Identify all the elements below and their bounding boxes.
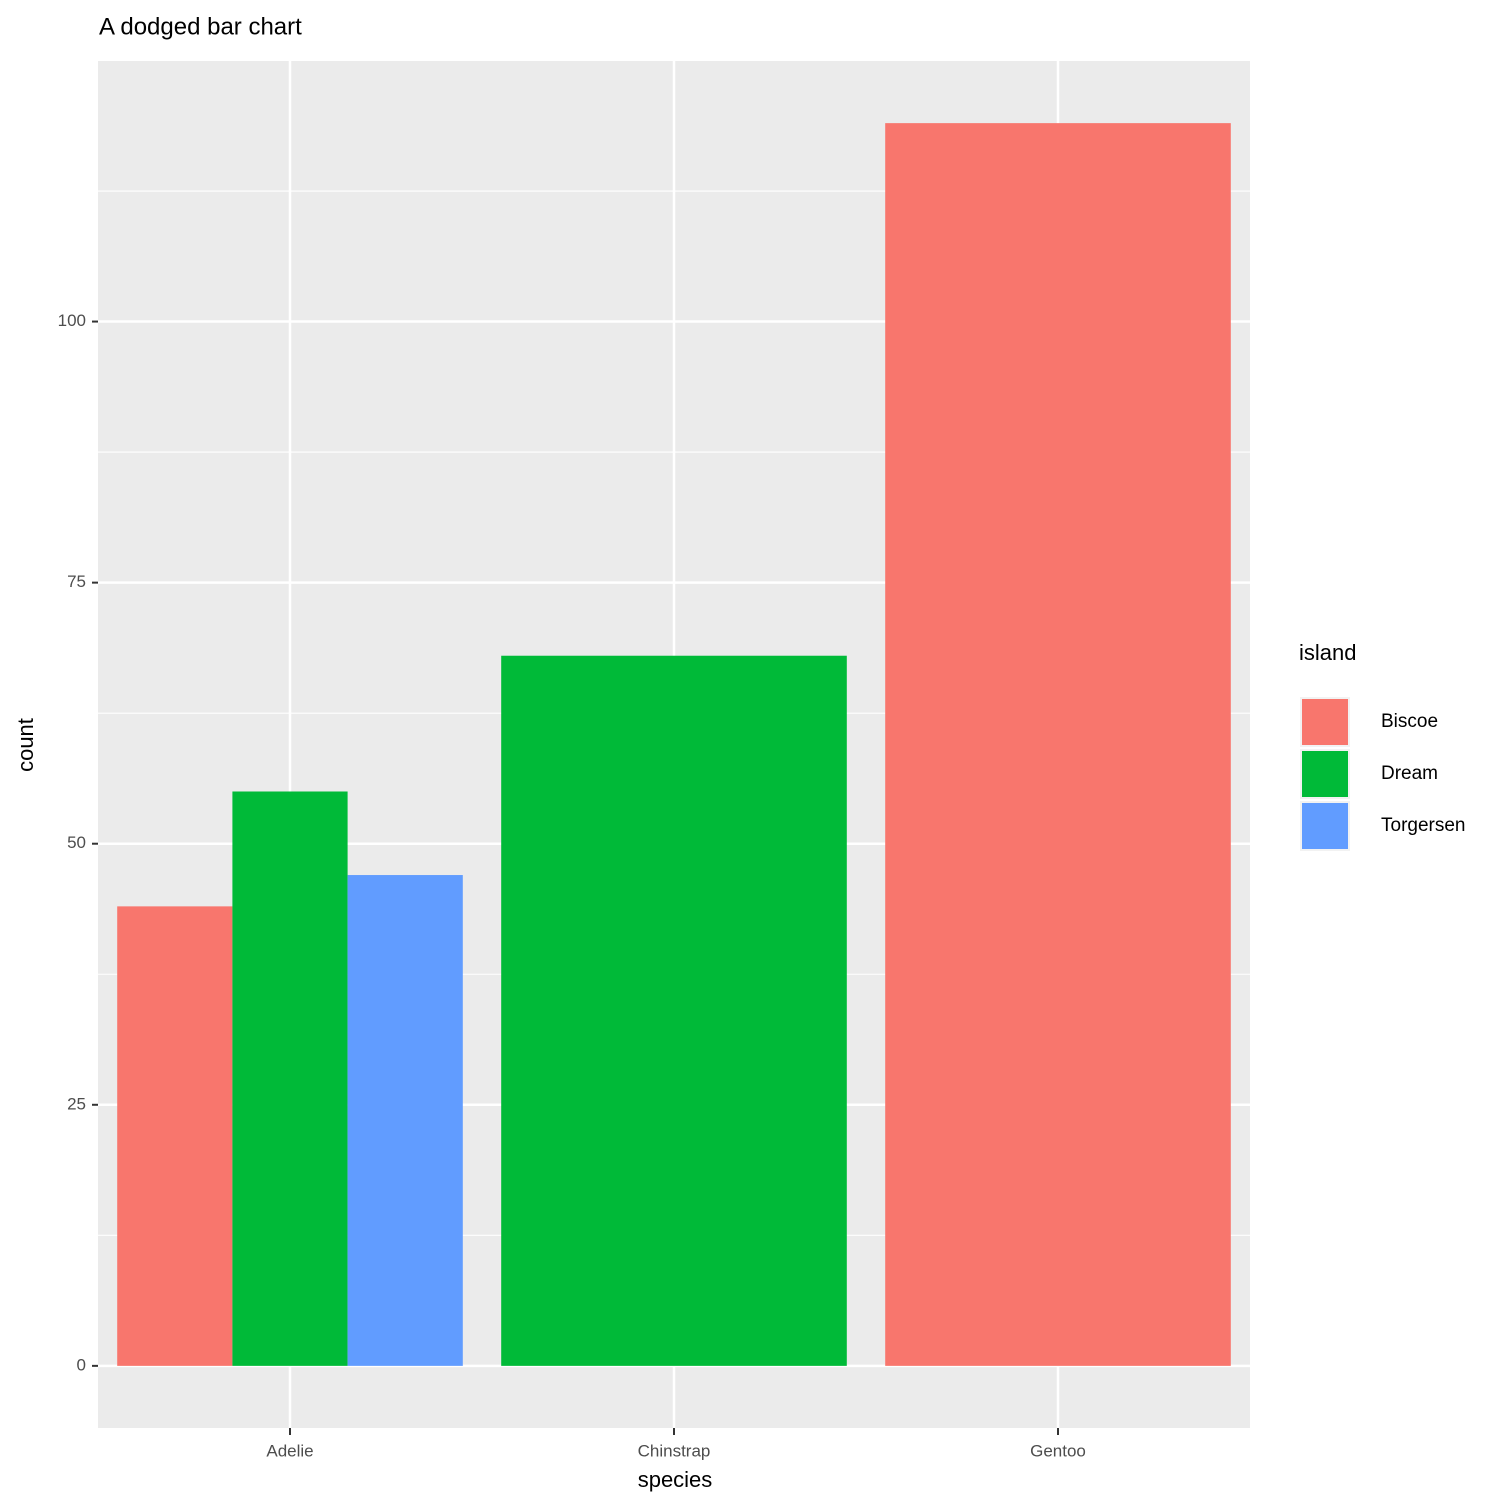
x-tick-label: Adelie (266, 1441, 313, 1460)
bar (885, 123, 1231, 1366)
y-axis-label: count (13, 718, 38, 772)
y-tick-label: 50 (67, 833, 86, 852)
legend-label: Dream (1381, 763, 1438, 784)
legend-swatch (1302, 751, 1348, 797)
y-tick-label: 100 (58, 311, 86, 330)
legend-swatch (1302, 803, 1348, 849)
y-tick-label: 0 (77, 1355, 86, 1374)
bar (347, 875, 463, 1366)
y-tick-label: 75 (67, 572, 86, 591)
legend-label: Biscoe (1381, 711, 1438, 732)
x-tick-label: Gentoo (1030, 1441, 1086, 1460)
y-tick-label: 25 (67, 1094, 86, 1113)
legend-title: island (1299, 640, 1356, 665)
x-tick-label: Chinstrap (638, 1441, 711, 1460)
legend-label: Torgersen (1381, 815, 1466, 836)
bar (117, 906, 233, 1366)
x-axis-label: species (638, 1467, 713, 1492)
chart-title: A dodged bar chart (99, 13, 302, 40)
bar (501, 655, 847, 1366)
legend-swatch (1302, 699, 1348, 745)
bar (232, 791, 348, 1366)
